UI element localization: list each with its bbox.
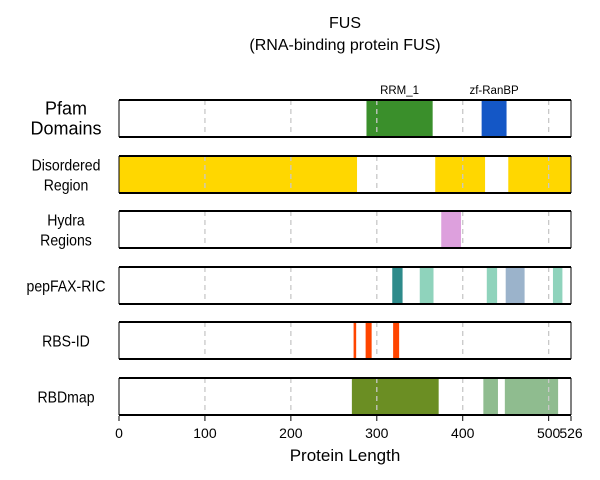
- x-tick-label-1: 100: [193, 425, 217, 441]
- track-0-label-line-1: Domains: [30, 119, 101, 139]
- track-2-label-line-1: Regions: [40, 232, 92, 250]
- chart-subtitle: (RNA-binding protein FUS): [249, 37, 440, 54]
- track-4-segment-0: [353, 322, 357, 359]
- x-tick-label-2: 200: [279, 425, 303, 441]
- track-3-segment-0: [392, 267, 403, 304]
- track-1: Disordered Region: [32, 155, 572, 195]
- track-3: pepFAX-RIC: [26, 266, 572, 305]
- track-3-segment-2: [486, 267, 498, 304]
- track-1-segment-1: [435, 156, 486, 193]
- x-tick-label-5: 500: [537, 425, 561, 441]
- track-4-label-line-0: RBS-ID: [42, 333, 90, 351]
- x-tick-label-6: 526: [559, 425, 583, 441]
- x-tick-label-3: 300: [365, 425, 389, 441]
- track-4: RBS-ID: [42, 321, 572, 360]
- track-3-segment-3: [505, 267, 525, 304]
- track-0-segment-0: [366, 100, 433, 137]
- track-1-label-line-0: Disordered: [32, 157, 101, 175]
- x-tick-label-4: 400: [451, 425, 475, 441]
- track-5: RBDmap: [37, 377, 572, 416]
- domain-label-0: RRM_1: [380, 85, 419, 97]
- track-2-segment-0: [441, 211, 462, 248]
- track-4-segment-2: [393, 322, 400, 359]
- x-tick-label-0: 0: [115, 425, 123, 441]
- x-axis-title: Protein Length: [290, 446, 401, 465]
- track-5-label-line-0: RBDmap: [37, 389, 94, 407]
- track-3-segment-1: [419, 267, 434, 304]
- chart-title: FUS: [329, 15, 361, 32]
- track-3-segment-4: [552, 267, 563, 304]
- track-5-segment-0: [351, 378, 439, 415]
- track-1-segment-2: [508, 156, 571, 193]
- track-0-label-line-0: Pfam: [45, 99, 87, 119]
- track-1-label-line-1: Region: [44, 177, 89, 195]
- track-3-label-line-0: pepFAX-RIC: [26, 278, 105, 296]
- track-1-segment-0: [119, 156, 358, 193]
- track-5-segment-2: [504, 378, 559, 415]
- track-2-label-line-0: Hydra: [47, 212, 85, 230]
- track-5-segment-1: [483, 378, 498, 415]
- domain-label-1: zf-RanBP: [469, 85, 519, 97]
- track-4-segment-1: [365, 322, 372, 359]
- track-0-segment-1: [481, 100, 507, 137]
- track-2: Hydra Regions: [40, 210, 572, 250]
